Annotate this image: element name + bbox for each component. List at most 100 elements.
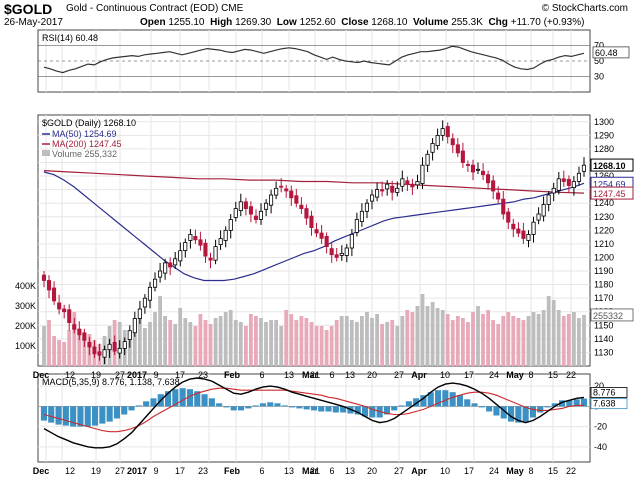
price-tick-label: 1200 — [594, 252, 614, 262]
volume-bar — [132, 318, 137, 366]
volume-bar — [461, 318, 465, 366]
volume-bar — [405, 310, 410, 366]
macd-histogram-value-label: 7.638 — [593, 399, 616, 409]
volume-bar — [380, 324, 384, 366]
macd-histogram-bar — [77, 406, 84, 427]
ohlc-readout: Open 1255.10 High 1269.30 Low 1252.60 Cl… — [140, 17, 584, 28]
macd-histogram-bar — [165, 391, 172, 407]
price-x-tick-label: 27 — [394, 370, 404, 380]
macd-histogram-bar — [391, 406, 398, 411]
price-x-tick-label: 22 — [566, 370, 576, 380]
volume-bar — [556, 310, 561, 366]
candle-body — [470, 164, 475, 173]
price-x-tick-label: 23 — [198, 370, 208, 380]
price-x-tick-label: 27 — [115, 370, 125, 380]
macd-histogram-bar — [566, 400, 573, 407]
price-x-tick-label: 20 — [367, 370, 377, 380]
high-value: 1269.30 — [235, 17, 272, 28]
macd-histogram-bar — [456, 395, 463, 407]
macd-histogram-bar — [340, 406, 347, 413]
volume-bar — [77, 328, 82, 366]
price-x-tick-label: 13 — [345, 370, 355, 380]
macd-histogram-bar — [427, 392, 434, 407]
macd-histogram-bar — [252, 405, 259, 407]
candle-body — [415, 181, 420, 186]
price-tick-label: 1130 — [594, 347, 613, 357]
macd-histogram-bar — [55, 406, 62, 425]
candle-body — [198, 239, 203, 246]
volume-value-box — [590, 308, 634, 322]
macd-histogram-bar — [238, 406, 245, 411]
macd-x-tick-label: 17 — [175, 466, 185, 476]
volume-bar — [521, 320, 526, 366]
volume-bar — [213, 318, 218, 366]
volume-tick-label: 100K — [15, 341, 36, 351]
macd-legend: MACD(5,35,9) 8.776, 1.138, 7.638 — [42, 377, 180, 387]
volume-bar — [52, 336, 56, 366]
volume-bar — [218, 316, 223, 366]
volume-bar — [360, 316, 364, 366]
macd-histogram-bar — [362, 406, 369, 417]
macd-tick-label: 20 — [594, 381, 604, 391]
volume-bar — [375, 314, 379, 366]
candle-body — [147, 286, 153, 301]
candle-body — [491, 180, 496, 192]
symbol-description: Gold - Continuous Contract (EOD) CME — [66, 3, 243, 14]
rsi-tick-label: 50 — [594, 56, 604, 66]
price-x-tick-label: 17 — [464, 370, 474, 380]
rsi-legend: RSI(14) 60.48 — [42, 33, 98, 43]
volume-bar — [344, 316, 349, 366]
volume-bar — [355, 322, 359, 366]
volume-bar — [62, 342, 67, 366]
volume-bar — [279, 326, 284, 366]
volume-bar — [541, 310, 546, 366]
macd-value-label: 8.776 — [593, 387, 616, 397]
candle-body — [87, 341, 92, 348]
volume-bar — [178, 308, 183, 366]
macd-histogram-bar — [413, 398, 420, 407]
price-tick-label: 1230 — [594, 212, 614, 222]
symbol-title: $GOLD — [4, 1, 53, 17]
macd-histogram-bar — [296, 406, 303, 409]
volume-bar — [496, 324, 501, 366]
macd-histogram-bar — [143, 401, 150, 407]
price-x-tick-label: 17 — [175, 370, 185, 380]
close-price-label: 1268.10 — [593, 161, 626, 171]
close-price-box — [590, 158, 634, 172]
candle-body — [233, 208, 238, 218]
macd-histogram-bar — [508, 406, 515, 422]
macd-histogram-bar — [230, 406, 237, 411]
volume-bar — [238, 322, 243, 366]
macd-histogram-bar — [216, 403, 223, 407]
candle-body — [82, 332, 87, 341]
candle-body — [102, 349, 107, 358]
price-x-tick-label: 6 — [259, 370, 264, 380]
price-tick-label: 1150 — [594, 320, 613, 330]
macd-histogram-bar — [383, 406, 390, 415]
candle-body — [581, 164, 586, 172]
volume-bar — [289, 314, 294, 366]
close-value: 1268.10 — [371, 17, 408, 28]
brand-credit: © StockCharts.com — [541, 3, 628, 14]
volume-bar — [455, 316, 460, 366]
candle-body — [435, 134, 440, 146]
volume-bar — [450, 320, 455, 366]
volume-bar — [203, 320, 208, 366]
candle-body — [455, 144, 460, 154]
macd-x-tick-label: 2017 — [127, 466, 147, 476]
macd-x-tick-label: 12 — [65, 466, 75, 476]
low-value: 1252.60 — [299, 17, 336, 28]
candle-body — [354, 219, 359, 233]
macd-histogram-bar — [435, 390, 442, 407]
macd-x-tick-label: Feb — [224, 466, 241, 476]
candle-body — [344, 247, 349, 256]
candle-body — [334, 254, 339, 258]
candle-body — [284, 188, 289, 192]
volume-bar — [324, 330, 329, 366]
macd-x-tick-label: 19 — [91, 466, 101, 476]
volume-bar — [233, 320, 238, 366]
volume-bar — [511, 316, 516, 366]
macd-x-tick-label: 15 — [548, 466, 558, 476]
volume-bar — [82, 336, 87, 366]
candle-body — [571, 181, 576, 188]
